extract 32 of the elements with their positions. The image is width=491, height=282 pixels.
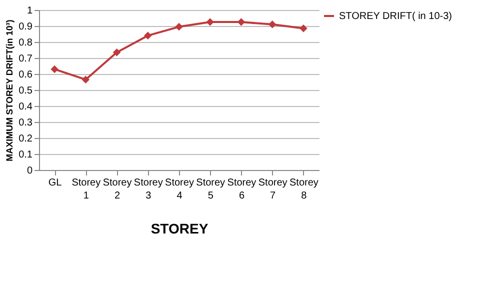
x-axis-title: STOREY: [150, 220, 209, 236]
y-tick-label: 0: [26, 166, 33, 176]
x-tick-label: Storey 8: [289, 178, 318, 202]
point: [175, 22, 183, 31]
y-tick-label: 0.4: [18, 102, 33, 112]
y-tick-label: 0.3: [18, 118, 33, 128]
y-tick-label: 0.9: [18, 22, 33, 32]
point: [112, 48, 121, 56]
x-tick-label: Storey 7: [258, 178, 288, 202]
point: [206, 18, 214, 26]
point: [50, 65, 58, 74]
x-tick-label: Storey 2: [102, 178, 132, 202]
y-tick-label: 1: [26, 6, 33, 16]
y-axis-title: MAXIMUM STOREY DRIFT(in 10³): [4, 20, 15, 162]
x-tick-label: Storey 4: [165, 178, 194, 202]
point: [237, 18, 246, 26]
y-tick-label: 0.5: [18, 86, 33, 96]
point: [300, 24, 308, 32]
point: [82, 76, 90, 84]
point: [144, 32, 152, 40]
y-tick-label: 0.6: [18, 70, 33, 80]
point: [268, 20, 276, 28]
y-tick-label: 0.1: [18, 150, 33, 160]
y-tick-label: 0.8: [18, 38, 33, 48]
x-tick-label: Storey 5: [196, 178, 226, 202]
x-tick-label: Storey 3: [134, 178, 163, 202]
legend-label: STOREY DRIFT( in 10-3): [339, 11, 452, 22]
x-tick-label: Storey 1: [72, 178, 101, 202]
y-tick-label: 0.2: [18, 134, 33, 144]
x-tick-label: GL: [48, 178, 62, 188]
x-tick-label: Storey 6: [227, 178, 256, 202]
y-tick-label: 0.7: [18, 54, 33, 64]
